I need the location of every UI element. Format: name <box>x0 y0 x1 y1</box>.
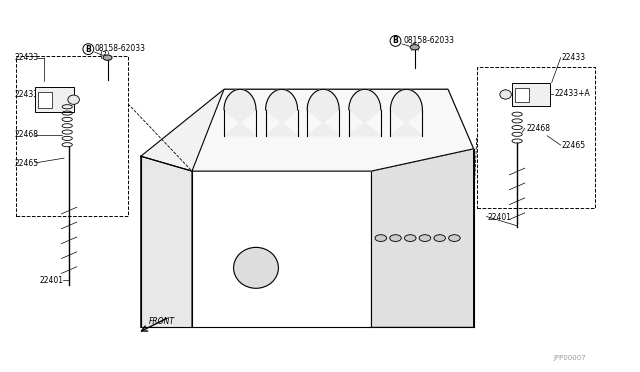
Polygon shape <box>266 89 298 136</box>
Polygon shape <box>371 149 474 327</box>
Polygon shape <box>349 89 381 136</box>
Text: 22468: 22468 <box>526 124 550 133</box>
Text: 22401: 22401 <box>40 276 64 285</box>
Text: 22433+A: 22433+A <box>14 90 50 99</box>
Polygon shape <box>307 89 339 136</box>
Text: B: B <box>393 36 398 45</box>
Polygon shape <box>390 89 422 136</box>
Ellipse shape <box>234 247 278 288</box>
Bar <box>477 67 595 208</box>
Text: FRONT: FRONT <box>148 317 175 326</box>
Text: 22401: 22401 <box>488 213 512 222</box>
Text: (3): (3) <box>410 43 420 52</box>
Text: 22433+A: 22433+A <box>554 89 590 98</box>
Text: (3): (3) <box>99 51 110 60</box>
Polygon shape <box>192 89 474 171</box>
Bar <box>515 88 529 102</box>
Text: 22465: 22465 <box>562 141 586 150</box>
Circle shape <box>404 235 416 241</box>
Bar <box>38 92 52 108</box>
Text: JPP00007: JPP00007 <box>554 355 586 361</box>
Polygon shape <box>141 156 192 327</box>
Polygon shape <box>224 89 256 136</box>
Ellipse shape <box>68 95 79 104</box>
Text: B: B <box>86 45 91 54</box>
Text: 22433: 22433 <box>562 53 586 62</box>
Ellipse shape <box>500 90 511 99</box>
Text: 08158-62033: 08158-62033 <box>403 36 454 45</box>
Bar <box>512 83 550 106</box>
Circle shape <box>434 235 445 241</box>
Bar <box>35 87 74 112</box>
Circle shape <box>390 235 401 241</box>
Text: 22468: 22468 <box>14 130 38 139</box>
Text: 08158-62033: 08158-62033 <box>95 44 146 53</box>
Polygon shape <box>141 89 474 171</box>
Text: 22433: 22433 <box>14 53 38 62</box>
Circle shape <box>410 45 419 50</box>
Circle shape <box>375 235 387 241</box>
Circle shape <box>103 55 112 60</box>
Text: 22465: 22465 <box>14 159 38 168</box>
Bar <box>16 56 128 216</box>
Circle shape <box>419 235 431 241</box>
Circle shape <box>449 235 460 241</box>
